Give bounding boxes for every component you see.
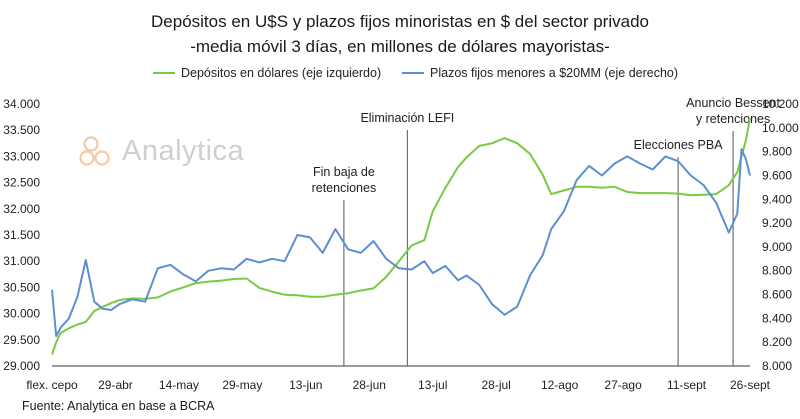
y-right-tick-label: 8.400 — [762, 311, 792, 325]
chart-title: Depósitos en U$S y plazos fijos minorist… — [151, 12, 649, 31]
y-left-tick-label: 30.000 — [3, 307, 40, 321]
y-right-tick-label: 9.400 — [762, 192, 792, 206]
y-right-tick-label: 8.600 — [762, 288, 792, 302]
legend-label-blue: Plazos fijos menores a $20MM (eje derech… — [430, 66, 679, 80]
y-right-tick-label: 8.000 — [762, 359, 792, 373]
y-right-tick-label: 9.600 — [762, 168, 792, 182]
x-tick-label: flex. cepo — [26, 378, 78, 392]
y-left-tick-label: 31.500 — [3, 228, 40, 242]
x-tick-label: 26-sept — [730, 378, 771, 392]
series-line-plazos-fijos — [51, 148, 751, 338]
y-right-tick-label: 9.000 — [762, 240, 792, 254]
y-right-tick-label: 8.200 — [762, 335, 792, 349]
source-note: Fuente: Analytica en base a BCRA — [22, 399, 215, 413]
x-tick-label: 12-ago — [541, 378, 579, 392]
watermark-logo: Analytica — [78, 133, 244, 169]
y-left-tick-label: 34.000 — [3, 97, 40, 111]
series-line-depositos — [51, 117, 751, 355]
y-right-tick-label: 8.800 — [762, 264, 792, 278]
event-label: Elecciones PBA — [634, 138, 724, 152]
x-tick-label: 29-abr — [98, 378, 133, 392]
y-left-tick-label: 32.500 — [3, 176, 40, 190]
y-left-tick-label: 31.000 — [3, 254, 40, 268]
y-right-tick-label: 9.200 — [762, 216, 792, 230]
legend-item-blue: Plazos fijos menores a $20MM (eje derech… — [402, 66, 678, 80]
y-left-tick-label: 30.500 — [3, 280, 40, 294]
y-right-tick-label: 10.200 — [762, 97, 799, 111]
y-left-tick-label: 29.000 — [3, 359, 40, 373]
y-left-tick-label: 33.000 — [3, 149, 40, 163]
watermark-text: Analytica — [122, 134, 245, 167]
y-right-tick-label: 10.000 — [762, 121, 799, 135]
legend-item-green: Depósitos en dólares (eje izquierdo) — [153, 66, 381, 80]
y-left-tick-label: 29.500 — [3, 333, 40, 347]
watermark-circles-icon — [79, 136, 110, 166]
legend-swatch-blue — [402, 72, 424, 74]
x-tick-label: 27-ago — [604, 378, 642, 392]
x-tick-label: 29-may — [222, 378, 262, 392]
chart-subtitle: -media móvil 3 días, en millones de dóla… — [190, 37, 610, 56]
x-tick-label: 13-jun — [289, 378, 322, 392]
y-left-tick-label: 32.000 — [3, 202, 40, 216]
event-label: Fin baja de retenciones — [312, 165, 377, 195]
x-tick-label: 11-sept — [667, 378, 707, 392]
y-right-tick-label: 9.800 — [762, 145, 792, 159]
legend: Depósitos en dólares (eje izquierdo) Pla… — [0, 66, 800, 84]
x-tick-label: 14-may — [159, 378, 199, 392]
event-label: Anuncio Bessent y retenciones — [686, 96, 780, 126]
legend-swatch-green — [153, 72, 175, 74]
event-label: Eliminación LEFI — [360, 111, 454, 125]
y-left-tick-label: 33.500 — [3, 123, 40, 137]
x-tick-label: 13-jul — [418, 378, 447, 392]
legend-label-green: Depósitos en dólares (eje izquierdo) — [181, 66, 382, 80]
x-tick-label: 28-jul — [482, 378, 511, 392]
x-tick-label: 28-jun — [353, 378, 386, 392]
